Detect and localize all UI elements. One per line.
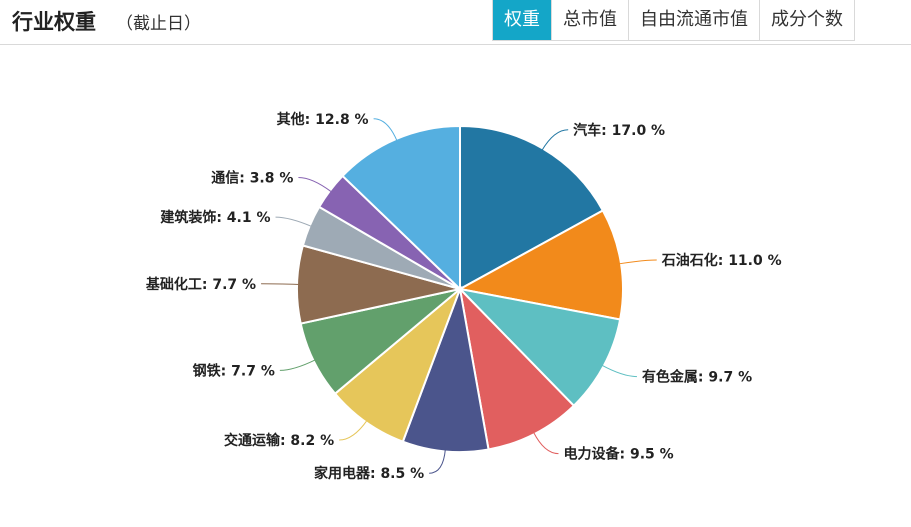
slice-label: 汽车: 17.0 % <box>573 122 665 139</box>
slice-label: 电力设备: 9.5 % <box>564 446 674 463</box>
page-title: 行业权重 <box>12 10 96 34</box>
leader-line <box>275 216 312 227</box>
slice-label: 其他: 12.8 % <box>277 111 369 128</box>
metric-tabs: 权重 总市值 自由流通市值 成分个数 <box>492 0 855 41</box>
tab-weight[interactable]: 权重 <box>493 0 551 40</box>
leader-line <box>601 364 637 378</box>
slice-label: 钢铁: 7.7 % <box>193 362 275 379</box>
slice-label: 基础化工: 7.7 % <box>146 276 256 293</box>
slice-label: 石油石化: 11.0 % <box>661 252 782 269</box>
slice-label: 通信: 3.8 % <box>211 169 293 186</box>
leader-line <box>429 449 446 474</box>
pie-chart: 汽车: 17.0 % 石油石化: 11.0 % 有色金属: 9.7 % 电力设备: 9… <box>146 111 782 482</box>
slice-label: 建筑装饰: 4.1 % <box>160 209 270 226</box>
slice-label: 家用电器: 8.5 % <box>314 465 424 482</box>
leader-line <box>339 420 368 441</box>
chart-header: 行业权重 （截止日） 权重 总市值 自由流通市值 成分个数 <box>0 0 911 45</box>
leader-line <box>298 176 332 193</box>
page-subtitle: （截止日） <box>116 14 201 34</box>
tab-free-float-market-cap[interactable]: 自由流通市值 <box>628 0 759 40</box>
leader-line <box>279 359 316 371</box>
tab-constituent-count[interactable]: 成分个数 <box>759 0 854 40</box>
leader-line <box>373 118 398 142</box>
leader-line <box>533 431 559 455</box>
leader-line <box>541 129 569 151</box>
slice-label: 交通运输: 8.2 % <box>224 432 334 449</box>
slice-label: 有色金属: 9.7 % <box>642 369 752 386</box>
leader-line <box>261 283 300 285</box>
tab-total-market-cap[interactable]: 总市值 <box>551 0 628 40</box>
leader-line <box>618 259 657 265</box>
